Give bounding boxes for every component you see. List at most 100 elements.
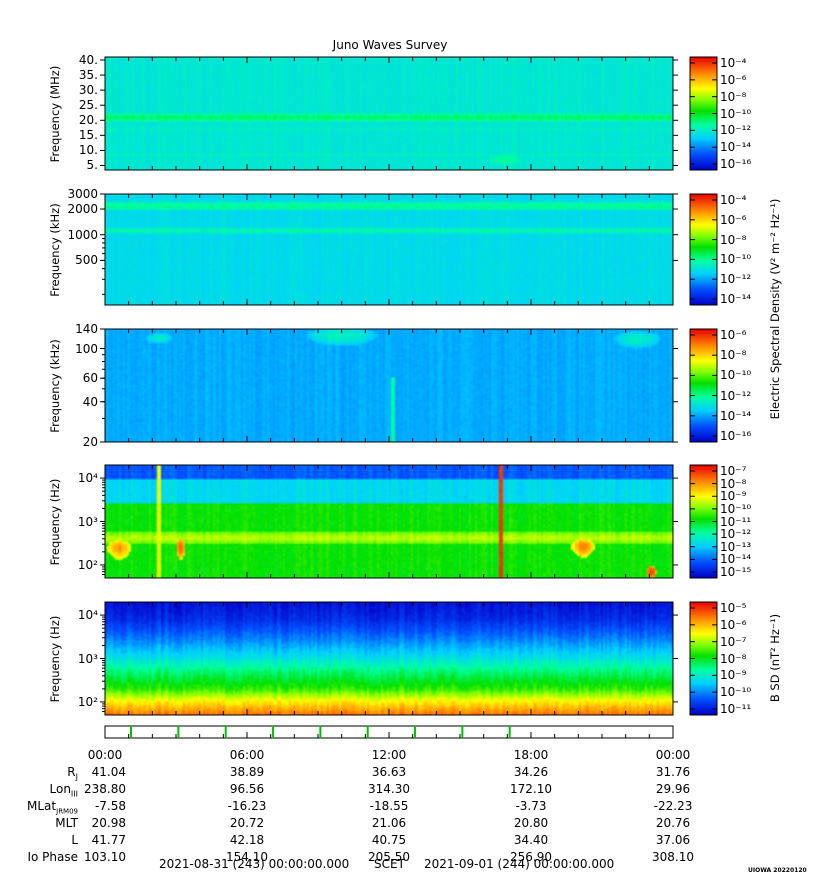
y-tick-label: 35.	[78, 68, 98, 83]
ephemeris-value: 96.56	[229, 782, 265, 796]
spectrogram-panel-3	[100, 328, 718, 443]
colorbar-tick-label: 10⁻⁸	[720, 651, 747, 666]
colorbar-tick-label: 10⁻¹¹	[720, 702, 752, 716]
y-tick-label: 140	[75, 322, 98, 336]
colorbar-tick-label: 10⁻¹²	[720, 527, 752, 542]
colorbar-tick-label: 10⁻¹⁰	[720, 685, 752, 700]
ephemeris-value: 41.77	[91, 833, 126, 847]
colorbar-tick-label: 10⁻⁸	[720, 348, 747, 363]
ephemeris-value: 103.10	[84, 850, 126, 864]
y-axis-label: Frequency (Hz)	[48, 615, 62, 702]
y-tick-label: 60	[82, 371, 98, 386]
time-label: 06:00	[229, 748, 265, 762]
ephemeris-value: 34.40	[513, 833, 549, 847]
spectrogram-panel-5	[100, 601, 718, 716]
ephemeris-value: -22.23	[653, 799, 693, 813]
ephemeris-value: 37.06	[655, 833, 691, 847]
y-axis-label: Frequency (MHz)	[48, 65, 62, 162]
ephemeris-value: 172.10	[510, 782, 552, 796]
spectrogram-image	[105, 194, 673, 305]
footer-credit: UIOWA 20220120	[748, 867, 807, 874]
colorbar-tick-label: 10⁻⁴	[720, 56, 747, 70]
ephemeris-value: 40.75	[371, 833, 407, 847]
y-tick-label: 10⁴	[77, 471, 98, 486]
colorbar-tick-label: 10⁻¹⁰	[720, 368, 752, 383]
ephemeris-row-label: LonIII	[49, 782, 79, 799]
y-tick-label: 10³	[77, 651, 98, 666]
colorbar-tick-label: 10⁻⁶	[720, 617, 747, 632]
y-tick-label: 10⁴	[77, 608, 98, 623]
y-tick-label: 15.	[78, 128, 98, 143]
ephemeris-row-label: MLT	[55, 816, 78, 830]
y-tick-label: 30.	[78, 83, 98, 98]
colorbar-tick-label: 10⁻⁶	[720, 72, 747, 87]
colorbar-tick-label: 10⁻⁴	[720, 193, 747, 207]
colorbar-tick-label: 10⁻¹²	[720, 388, 752, 403]
time-label: 00:00	[655, 748, 691, 762]
ephemeris-value: -7.58	[94, 799, 126, 813]
colorbar	[689, 328, 718, 443]
spectrogram-image	[105, 602, 673, 715]
colorbar-tick-label: 10⁻⁵	[720, 601, 747, 615]
colorbar-tick-label: 10⁻⁶	[720, 212, 747, 227]
y-tick-label: 40.	[78, 53, 98, 67]
ephemeris-row-label: L	[71, 833, 78, 847]
colorbar-tick-label: 10⁻⁸	[720, 476, 747, 491]
colorbar-tick-label: 10⁻¹³	[720, 539, 752, 554]
colorbar-tick-label: 10⁻¹⁵	[720, 565, 752, 579]
ephemeris-value: -16.23	[227, 799, 267, 813]
y-tick-label: 2000	[67, 202, 98, 217]
ephemeris-value: 308.10	[652, 850, 694, 864]
ephemeris-value: 34.26	[513, 765, 549, 779]
ephemeris-row-label: MLatJRM09	[27, 799, 78, 816]
ephemeris-value: 205.50	[368, 850, 410, 864]
colorbar-tick-label: 10⁻⁸	[720, 89, 747, 104]
colorbar-tick-label: 10⁻¹⁴	[720, 140, 752, 155]
ephemeris-value: -18.55	[369, 799, 409, 813]
ephemeris-value: 154.10	[226, 850, 268, 864]
y-tick-label: 10³	[77, 514, 98, 529]
y-tick-label: 100	[75, 341, 98, 356]
colorbar-tick-label: 10⁻¹²	[720, 123, 752, 138]
spectrogram-panel-2	[100, 193, 718, 306]
y-tick-label: 500	[75, 253, 98, 268]
spectrogram-panel-1	[100, 56, 718, 171]
y-tick-label: 20.	[78, 113, 98, 128]
ephemeris-value: 20.98	[91, 816, 126, 830]
colorbar-tick-label: 10⁻⁷	[720, 634, 747, 649]
ephemeris-value: 29.96	[655, 782, 691, 796]
colorbar-title-electric: Electric Spectral Density (V² m⁻² Hz⁻¹)	[768, 198, 782, 420]
ephemeris-row-label: Io Phase	[27, 850, 78, 864]
spectrogram-image	[105, 465, 673, 578]
footer-start-date: 2021-08-31 (243) 00:00:00.000	[159, 857, 350, 871]
y-tick-label: 25.	[78, 98, 98, 113]
ephemeris-value: -3.73	[515, 799, 547, 813]
y-axis-label: Frequency (kHz)	[48, 338, 62, 433]
colorbar-tick-label: 10⁻¹⁰	[720, 106, 752, 121]
y-axis-label: Frequency (kHz)	[48, 202, 62, 297]
ephemeris-value: 238.80	[84, 782, 126, 796]
footer-scet-label: SCET	[374, 857, 405, 871]
ephemeris-value: 31.76	[655, 765, 691, 779]
ephemeris-value: 21.06	[371, 816, 407, 830]
spectrogram-image	[105, 57, 673, 170]
colorbar-tick-label: 10⁻¹⁴	[720, 552, 752, 567]
colorbar-tick-label: 10⁻⁹	[720, 489, 747, 504]
ephemeris-value: 314.30	[368, 782, 410, 796]
colorbar-tick-label: 10⁻⁷	[720, 464, 747, 478]
ephemeris-value: 20.80	[513, 816, 549, 830]
colorbar-tick-label: 10⁻¹⁴	[720, 408, 752, 423]
colorbar-title-magnetic: B SD (nT² Hz⁻¹)	[768, 613, 782, 703]
colorbar	[689, 193, 718, 306]
y-tick-label: 10²	[77, 557, 98, 572]
ephemeris-value: 20.76	[655, 816, 691, 830]
colorbar-tick-label: 10⁻⁹	[720, 668, 747, 683]
spectrogram-panel-4	[100, 464, 718, 579]
ephemeris-value: 38.89	[229, 765, 265, 779]
y-tick-label: 1000	[67, 227, 98, 242]
y-tick-label: 40	[82, 394, 98, 409]
colorbar-tick-label: 10⁻¹²	[720, 272, 752, 287]
colorbar-tick-label: 10⁻⁶	[720, 328, 747, 342]
figure-title: Juno Waves Survey	[332, 38, 448, 52]
